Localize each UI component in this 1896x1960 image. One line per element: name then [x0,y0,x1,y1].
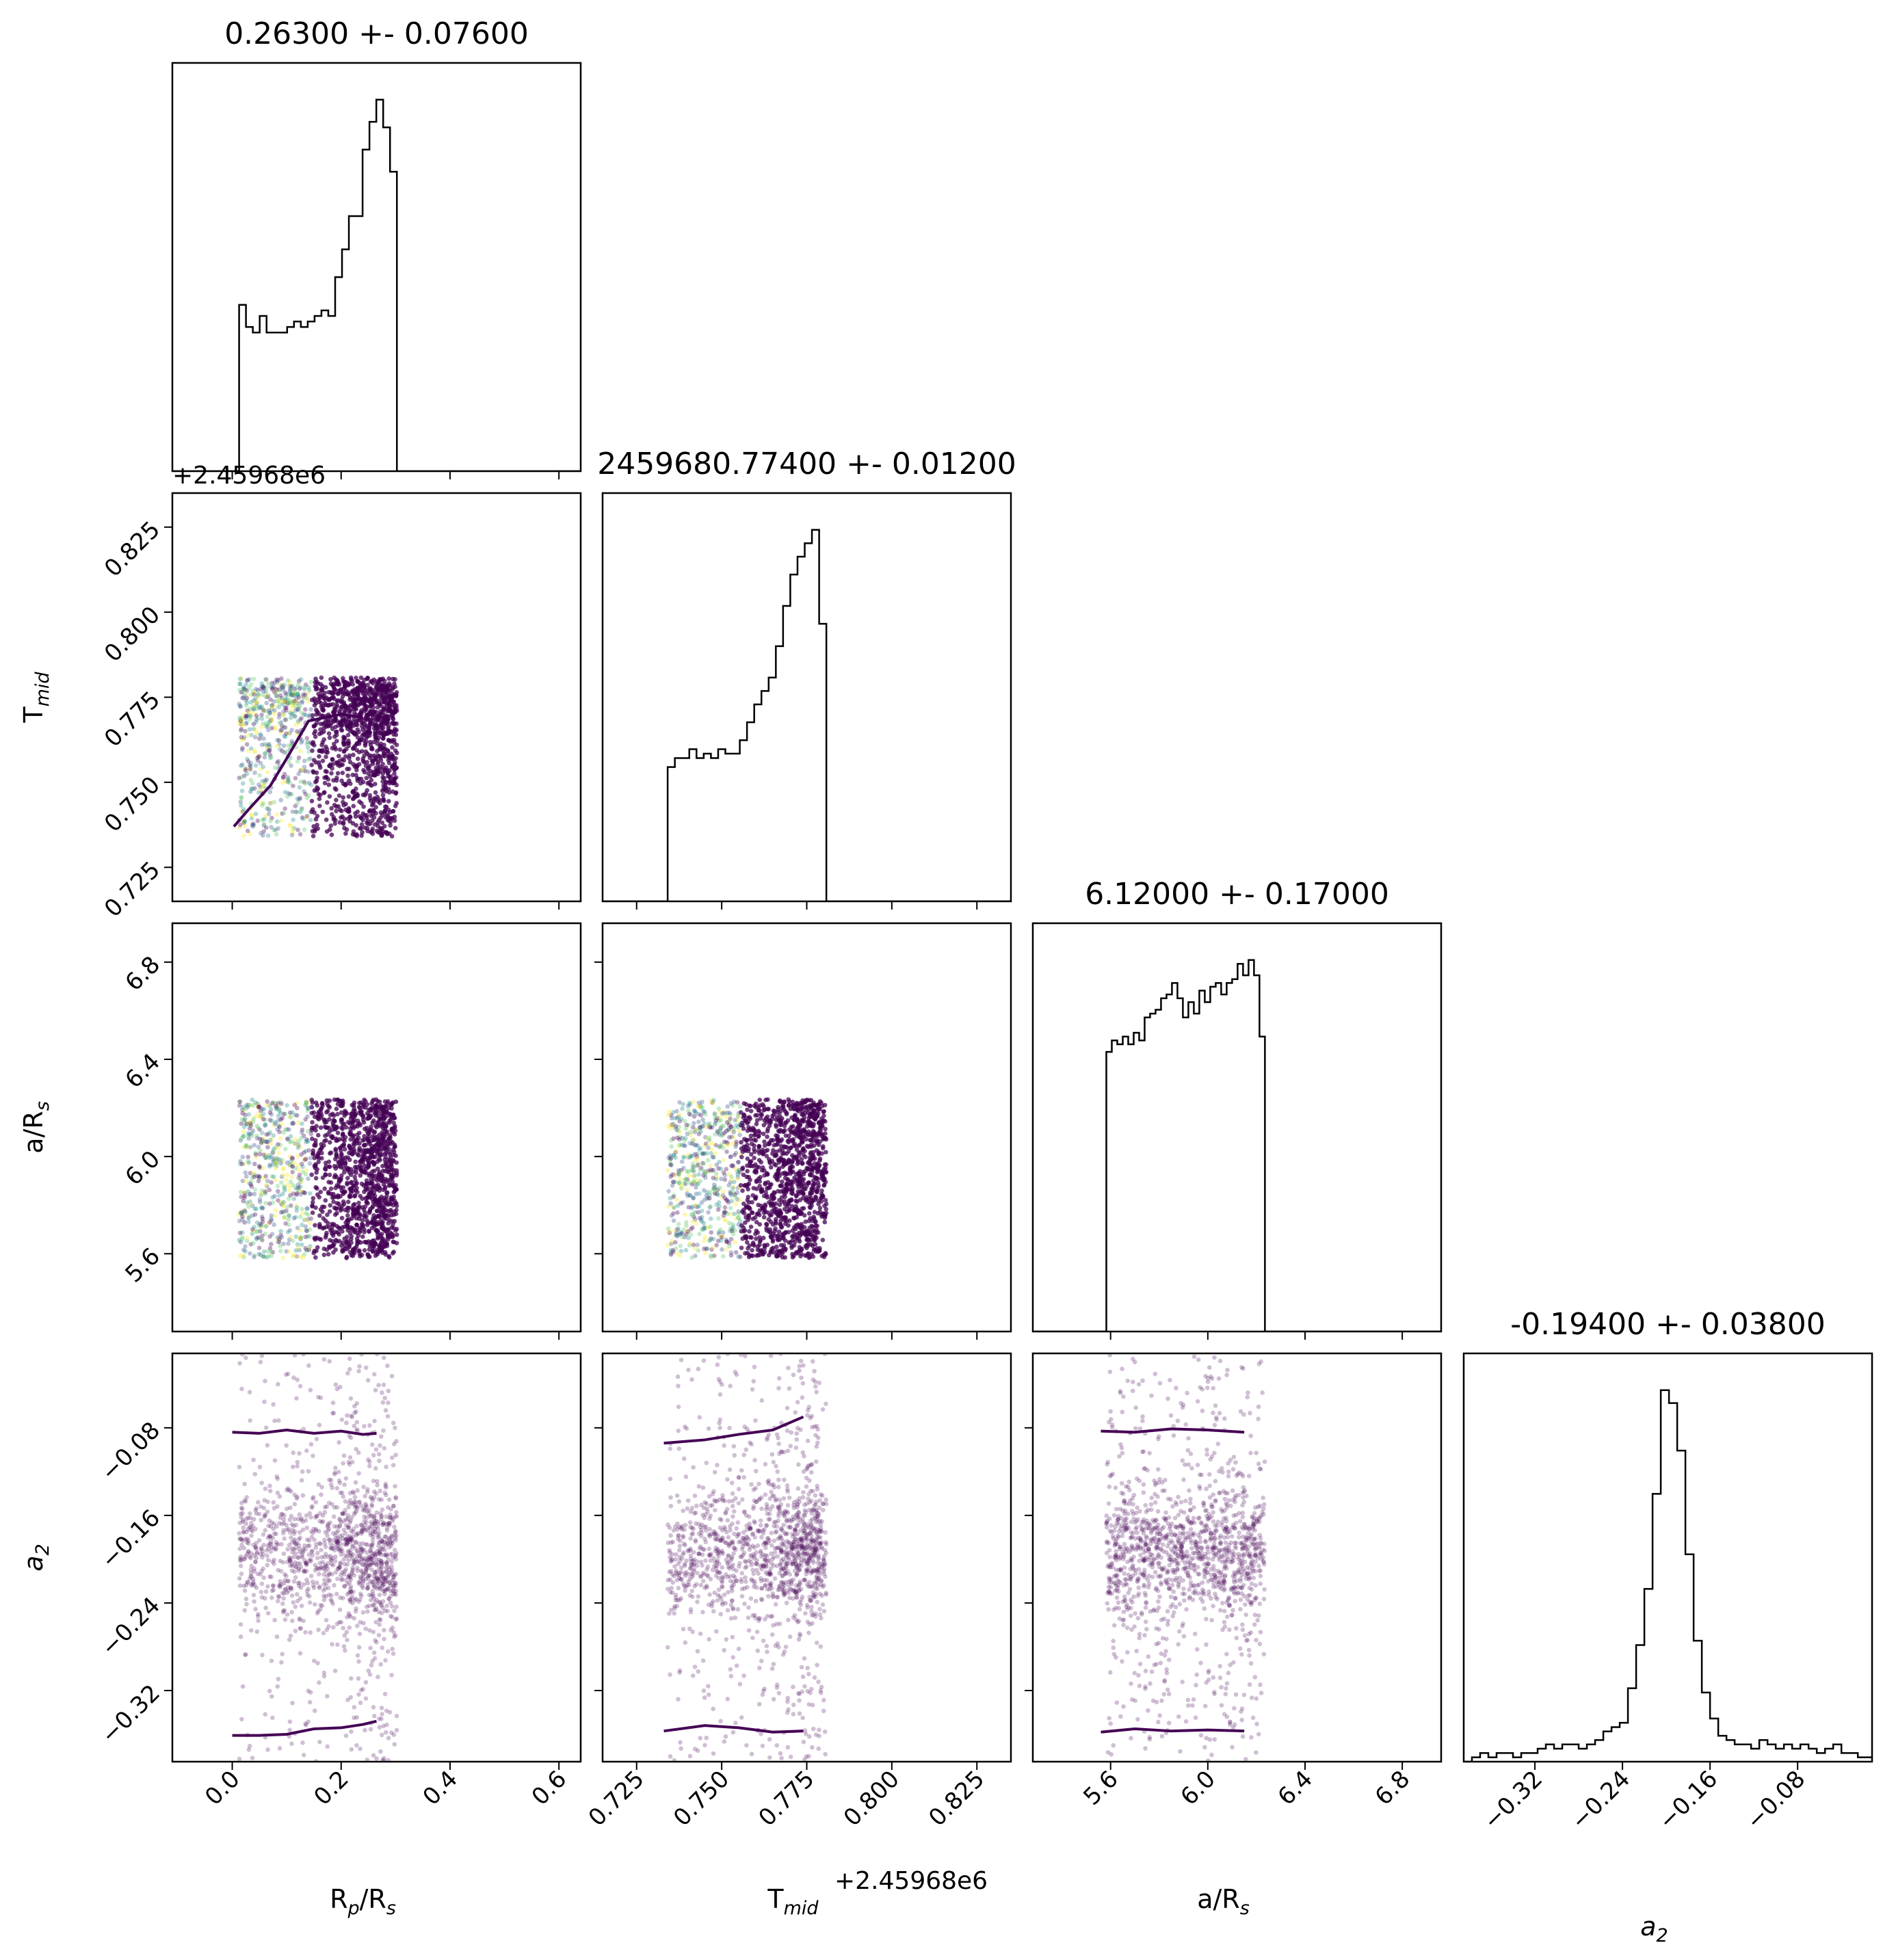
y-tick-label: −0.32 [96,1680,166,1749]
x-tick-label: 6.0 [1175,1765,1221,1811]
contour-line [1101,1427,1245,1434]
x-tick-label: 0.0 [200,1765,246,1811]
panels-layer [164,62,1873,1770]
y-tick-label: 0.825 [99,516,166,582]
hist-panel-tmid [601,492,1012,903]
y-tick-label: 5.6 [120,1243,166,1288]
hist-line-tmid [603,529,1011,901]
x-axis-label-tmid: Tmid [767,1884,819,1919]
contour-line [663,1415,804,1445]
x-tick-label: 0.4 [418,1765,464,1811]
hist-panel-a2 [1462,1352,1873,1763]
x-tick-label: −0.32 [1478,1765,1548,1835]
scatter-points [663,1353,829,1762]
y-tick-label: 6.8 [120,951,166,997]
scatter-points [1101,1353,1267,1762]
y-axis-label-tmid: Tmid [18,672,53,724]
y-offset-label: +2.45968e6 [172,462,326,490]
y-tick-label: 0.800 [99,601,166,667]
y-tick-label: 0.725 [99,856,166,923]
hist-panel-ars [1031,922,1443,1333]
y-tick-label: −0.24 [96,1592,166,1662]
hist-title-rp: 0.26300 +- 0.07600 [224,16,529,51]
contour-line [232,1719,377,1737]
x-tick-label: 6.4 [1273,1765,1319,1811]
x-tick-label: 0.775 [753,1765,819,1831]
y-tick-label: −0.08 [96,1417,166,1487]
x-tick-label: 0.6 [527,1765,572,1811]
y-tick-label: 6.0 [120,1145,166,1191]
hist-title-tmid: 2459680.77400 +- 0.01200 [597,447,1016,481]
scatter-points [237,1097,399,1260]
y-axis-label-ars: a/Rs [18,1101,53,1154]
x-axis-label-ars: a/Rs [1197,1884,1250,1919]
y-tick-label: −0.16 [96,1505,166,1574]
scatter-panel-rp-ars [171,922,582,1333]
scatter-points [665,1097,829,1260]
y-axis-label-a2: a2 [18,1544,53,1571]
x-tick-label: 0.750 [668,1765,735,1831]
labels-layer: 0.26300 +- 0.07600 2459680.77400 +- 0.012… [18,16,1826,1946]
hist-title-ars: 6.12000 +- 0.17000 [1085,877,1389,912]
x-tick-label: −0.16 [1653,1765,1723,1835]
scatter-points [232,1353,399,1762]
hist-line-a2 [1464,1389,1872,1762]
scatter-panel-ars-a2 [1031,1352,1443,1763]
contour-line [233,713,363,827]
hist-line-ars [1033,959,1441,1332]
y-tick-label: 6.4 [120,1048,166,1094]
x-tick-label: 6.8 [1370,1765,1416,1811]
x-axis-label-a2: a2 [1640,1911,1668,1946]
x-axis-label-rp: Rp/Rs [330,1884,396,1919]
hist-panel-rp [171,62,582,473]
y-tick-label: 0.775 [99,686,166,752]
contour-line [663,1724,804,1734]
y-tick-label: 0.750 [99,771,166,838]
contour-line [1101,1727,1245,1734]
scatter-points [233,675,399,839]
x-tick-label: 5.6 [1078,1765,1124,1811]
hist-title-a2: -0.19400 +- 0.03800 [1510,1307,1826,1342]
contour-line [232,1429,377,1436]
scatter-panel-rp-a2 [171,1352,582,1763]
x-offset-label: +2.45968e6 [834,1867,988,1895]
x-tick-label: −0.08 [1741,1765,1811,1835]
x-tick-label: 0.800 [839,1765,905,1831]
x-tick-label: −0.24 [1566,1765,1635,1835]
x-tick-label: 0.725 [583,1765,650,1831]
x-tick-label: 0.825 [923,1765,990,1831]
x-tick-label: 0.2 [308,1765,354,1811]
hist-line-rp [172,98,581,471]
